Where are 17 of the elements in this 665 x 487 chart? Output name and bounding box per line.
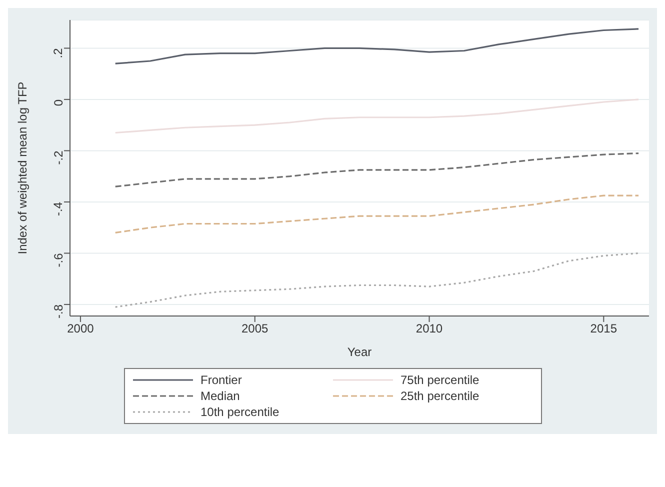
y-tick-label: -.4 bbox=[51, 202, 66, 216]
x-tick-label: 2000 bbox=[67, 322, 94, 336]
legend-label: 10th percentile bbox=[200, 405, 280, 419]
x-tick-label: 2010 bbox=[416, 322, 443, 336]
y-axis-title: Index of weighted mean log TFP bbox=[15, 82, 30, 254]
y-tick-label: 0 bbox=[51, 99, 66, 106]
legend-label: Frontier bbox=[200, 373, 242, 387]
legend-label: 75th percentile bbox=[400, 373, 480, 387]
legend-label: Median bbox=[200, 389, 240, 403]
y-tick-label: .2 bbox=[51, 48, 66, 58]
x-tick-label: 2005 bbox=[242, 322, 269, 336]
x-axis-title: Year bbox=[347, 345, 372, 359]
legend-label: 25th percentile bbox=[400, 389, 480, 403]
y-tick-label: -.2 bbox=[51, 150, 66, 165]
y-tick-label: -.6 bbox=[51, 252, 66, 268]
y-tick-label: -.8 bbox=[51, 304, 66, 318]
x-tick-label: 2015 bbox=[590, 322, 618, 336]
